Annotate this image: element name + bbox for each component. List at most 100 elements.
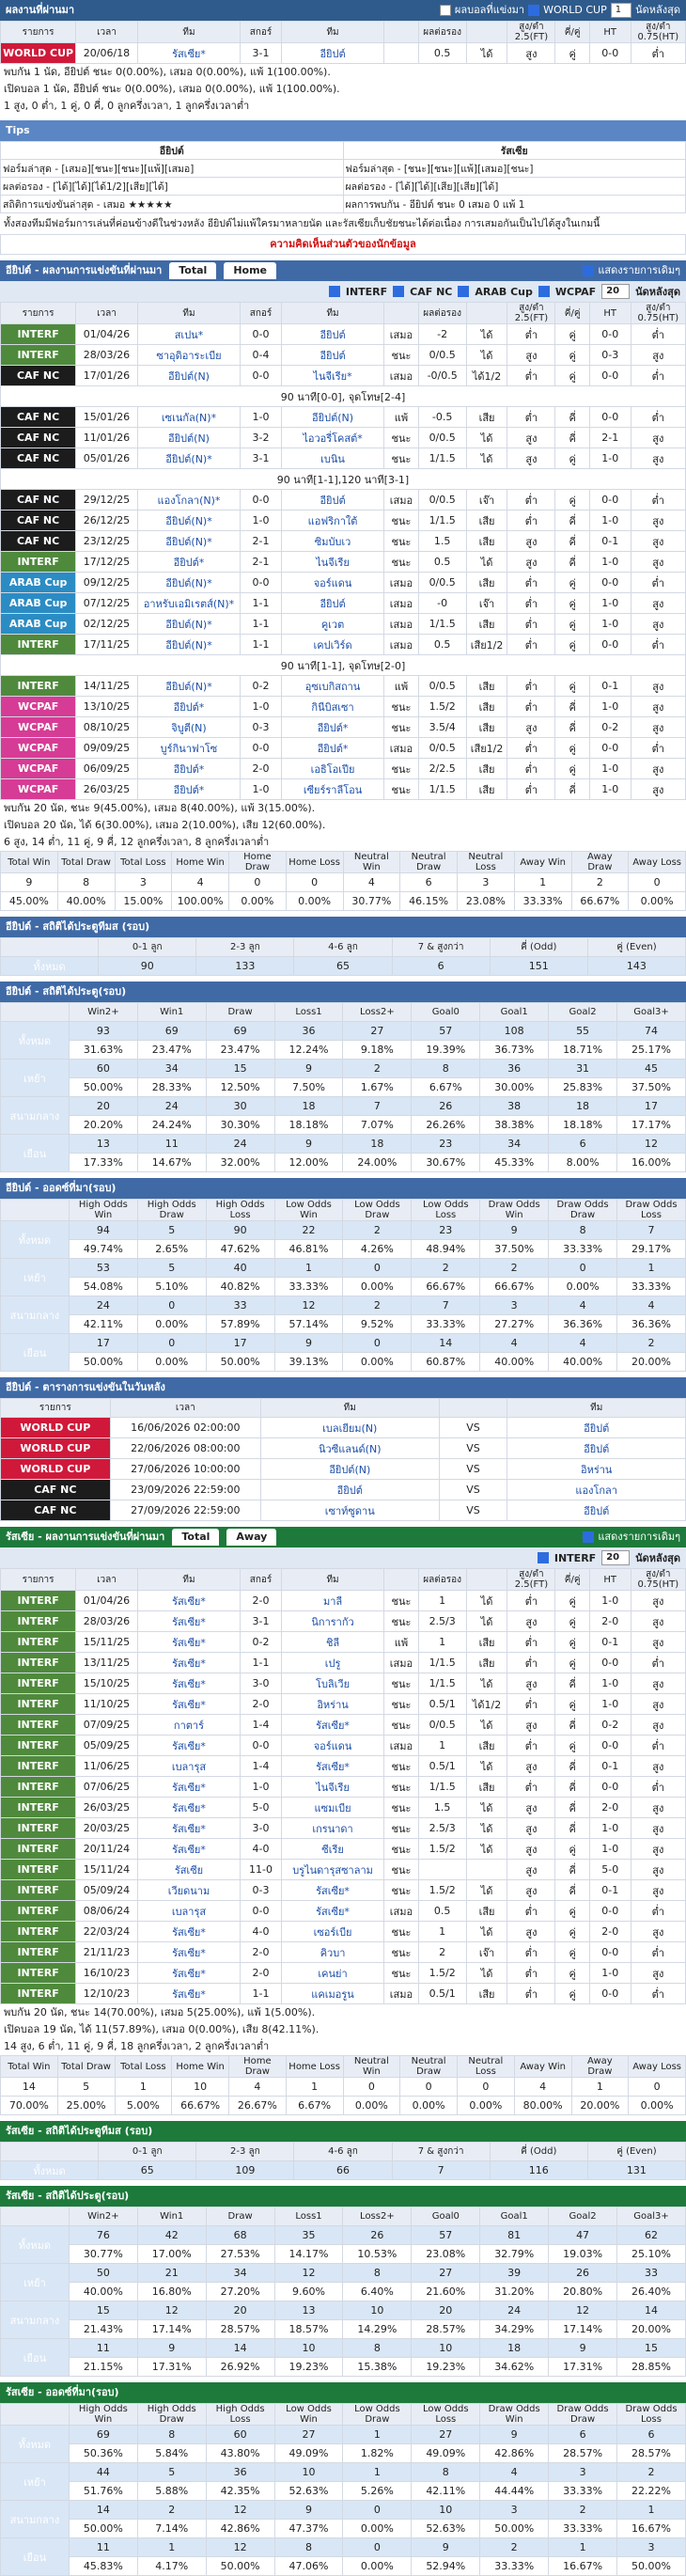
checkbox[interactable] (583, 265, 595, 276)
cell (383, 42, 419, 64)
cell: 3-1 (240, 42, 282, 64)
league: WORLD CUP (0, 1437, 111, 1459)
checkbox[interactable] (537, 1552, 549, 1563)
cell: 1-0 (588, 1693, 631, 1715)
cell: 0.5 (417, 634, 467, 655)
cell: 0-2 (240, 675, 282, 697)
tab[interactable]: Home (224, 262, 276, 279)
tab[interactable]: Total (172, 1529, 220, 1546)
match-note: 90 นาที[0-0], จุดโทษ[2-4] (0, 385, 686, 407)
count: 18 (479, 2338, 550, 2358)
cell: 07/06/25 (75, 1776, 138, 1798)
league: CAF NC (0, 406, 77, 428)
tab[interactable]: Total (169, 262, 217, 279)
cell: -2 (417, 323, 467, 345)
cell: 0-0 (588, 406, 631, 428)
column-header: 2-3 ลูก (195, 937, 295, 957)
cell: 0-0 (588, 323, 631, 345)
count: 69 (205, 1021, 275, 1041)
header-row: Total Win Total Draw Total Loss Home Win Hom… (0, 851, 686, 873)
cell: 2-0 (240, 1590, 282, 1611)
count: 15 (616, 2338, 686, 2358)
column-header: ทีม (507, 1398, 686, 1418)
cell: 1-0 (240, 1776, 282, 1798)
cell: 0 (342, 2077, 401, 2097)
pct: 33.33% (548, 2519, 618, 2538)
team-title: อียิปต์ - ผลงานการแข่งขันที่ผ่านมา (6, 264, 163, 276)
pct: 24.24% (136, 1115, 207, 1135)
pct: 28.57% (548, 2443, 618, 2463)
cell: -0 (417, 592, 467, 614)
cell: คู่ (554, 1900, 590, 1922)
select[interactable]: 1 (610, 3, 632, 18)
match-note: 90 นาที[1-1],120 นาที[3-1] (0, 468, 686, 490)
checkbox[interactable] (328, 286, 340, 297)
pct: 20.00% (616, 2319, 686, 2339)
checkbox[interactable] (538, 286, 550, 297)
cell: เอธิโอเปีย (280, 758, 385, 779)
match-row: INTERF 15/10/25 รัสเซีย* 3-0 โบลิเวีย ชนะ 1/1.… (0, 1673, 686, 1694)
tips-table: อียิปต์ รัสเซีย ฟอร์มล่าสุด - [เสมอ][ชนะ][… (0, 141, 686, 213)
pct: 1.67% (342, 1077, 413, 1097)
cell: รัสเซีย* (136, 1735, 242, 1756)
pct: 40.00% (68, 2282, 138, 2301)
count: 65 (98, 2160, 197, 2180)
cell: ต่ำ (507, 489, 556, 510)
match-row: WCPAF 09/09/25 บูร์กินาฟาโซ 0-0 อียิปต์* เสมอ… (0, 737, 686, 759)
checkbox[interactable] (583, 1531, 595, 1543)
cell: เสีย (465, 1735, 508, 1756)
cell: กินีบิสเซา (280, 696, 385, 717)
cell: 12/10/23 (75, 1983, 138, 2004)
match-row: INTERF 28/03/26 ซาอุดิอาระเบีย 0-4 อียิปต์ ชน… (0, 344, 686, 366)
count: 18 (342, 1134, 413, 1154)
count-row: เยือน 13 11 24 9 18 23 34 6 12 (0, 1134, 686, 1172)
cell: 13/10/25 (75, 696, 138, 717)
header-row: High Odds Win High Odds Draw High Odds Los… (0, 1199, 686, 1221)
cell: 0.00% (399, 2096, 458, 2115)
column-header: ทีม (280, 21, 385, 43)
tips-cell: ฟอร์มล่าสุด - [เสมอ][ชนะ][ชนะ][แพ้][เสมอ… (0, 159, 344, 178)
cell: รัสเซีย* (280, 1879, 385, 1901)
cell: สูง (507, 716, 556, 738)
pct-row: 50.36% 5.84% 43.80% 49.09% 1.82% 49.09% 42.86%… (1, 2443, 686, 2463)
checkbox[interactable] (528, 5, 540, 16)
pct: 27.27% (479, 1314, 550, 1334)
cell: เสมอ (383, 1983, 419, 2004)
column-header: Away Draw (570, 2055, 630, 2078)
column-header: Draw Odds Win (479, 2403, 550, 2426)
cell: 0 (399, 2077, 458, 2097)
count: 50 (68, 2263, 138, 2283)
cell: คู่ (554, 737, 590, 759)
select-suffix: นัดหลังสุด (635, 1552, 680, 1564)
cell: ชนะ (383, 1859, 419, 1880)
count: 5 (136, 1220, 207, 1240)
checkbox[interactable] (393, 286, 405, 297)
cell: 2 (570, 872, 630, 892)
select[interactable]: 20 (601, 1550, 631, 1565)
count: 9 (273, 2500, 344, 2520)
cell: คี่ (554, 1879, 590, 1901)
cell: เซอร์เบีย (280, 1921, 385, 1942)
cell: อียิปต์* (136, 696, 242, 717)
count: 2 (616, 2462, 686, 2482)
column-header: Draw Odds Loss (616, 2403, 686, 2426)
cell: แองโกลา (507, 1479, 686, 1500)
count: 15 (68, 2301, 138, 2320)
cell: สูง (630, 1817, 686, 1839)
match-row: CAF NC 05/01/26 อียิปต์(N)* 3-1 เบนิน ชนะ 1/1.… (0, 448, 686, 469)
column-header: Low Odds Win (273, 1199, 344, 1221)
cell: 4 (171, 872, 229, 892)
column-header: สูง/ต่ำ 0.75(HT) (630, 21, 686, 43)
column-header: Goal1 (479, 2207, 550, 2226)
cell: คี่ (554, 427, 590, 448)
count: 10 (273, 2462, 344, 2482)
select[interactable]: 20 (601, 284, 631, 299)
team-options: แสดงรายการเดิมๆ (583, 1527, 680, 1547)
cell: คู่ (554, 675, 590, 697)
checkbox[interactable] (439, 5, 451, 16)
count: 23 (411, 1220, 481, 1240)
checkbox[interactable] (458, 286, 470, 297)
count: 34 (205, 2263, 275, 2283)
tab[interactable]: Away (226, 1529, 277, 1546)
match-row: INTERF 08/06/24 เบลารุส 0-0 รัสเซีย* เสมอ 0.5 เ… (0, 1900, 686, 1922)
